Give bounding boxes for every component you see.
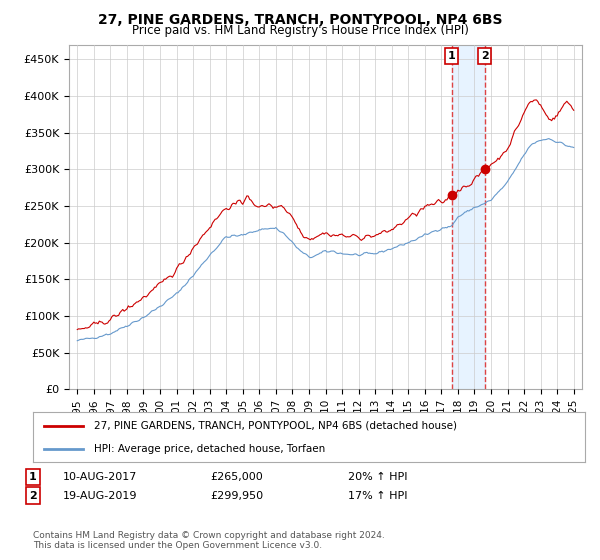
- Text: 27, PINE GARDENS, TRANCH, PONTYPOOL, NP4 6BS (detached house): 27, PINE GARDENS, TRANCH, PONTYPOOL, NP4…: [94, 421, 457, 431]
- Text: 17% ↑ HPI: 17% ↑ HPI: [348, 491, 407, 501]
- Text: 10-AUG-2017: 10-AUG-2017: [63, 472, 137, 482]
- Text: £265,000: £265,000: [210, 472, 263, 482]
- Text: Contains HM Land Registry data © Crown copyright and database right 2024.
This d: Contains HM Land Registry data © Crown c…: [33, 531, 385, 550]
- Text: 27, PINE GARDENS, TRANCH, PONTYPOOL, NP4 6BS: 27, PINE GARDENS, TRANCH, PONTYPOOL, NP4…: [98, 13, 502, 27]
- Text: HPI: Average price, detached house, Torfaen: HPI: Average price, detached house, Torf…: [94, 445, 325, 454]
- Text: 2: 2: [481, 51, 488, 61]
- Text: 2: 2: [29, 491, 37, 501]
- Text: 1: 1: [448, 51, 455, 61]
- Bar: [452, 45, 485, 389]
- Text: 1: 1: [29, 472, 37, 482]
- Text: £299,950: £299,950: [210, 491, 263, 501]
- Text: 19-AUG-2019: 19-AUG-2019: [63, 491, 137, 501]
- Text: Price paid vs. HM Land Registry's House Price Index (HPI): Price paid vs. HM Land Registry's House …: [131, 24, 469, 37]
- Bar: [574, 45, 582, 389]
- Text: 20% ↑ HPI: 20% ↑ HPI: [348, 472, 407, 482]
